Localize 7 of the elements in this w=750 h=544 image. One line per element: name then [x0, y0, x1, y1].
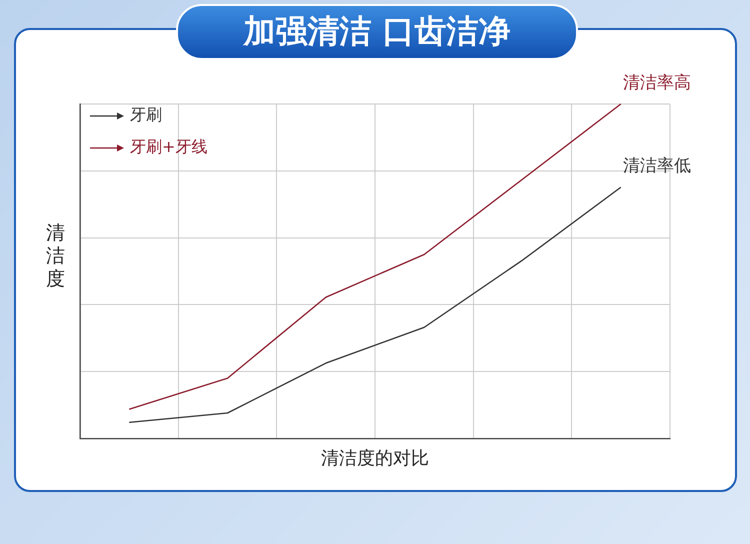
annotation: 清洁率低 — [622, 156, 691, 176]
legend-label: 牙刷 — [130, 105, 162, 124]
text: 清洁率高 — [622, 72, 691, 93]
legend-label: 牙刷+牙线 — [130, 137, 208, 156]
chart-title: 加强清洁 口齿洁净 — [176, 4, 578, 60]
y-axis-title: 清洁度 — [46, 222, 65, 291]
x-axis-title: 清洁度的对比 — [321, 448, 429, 469]
